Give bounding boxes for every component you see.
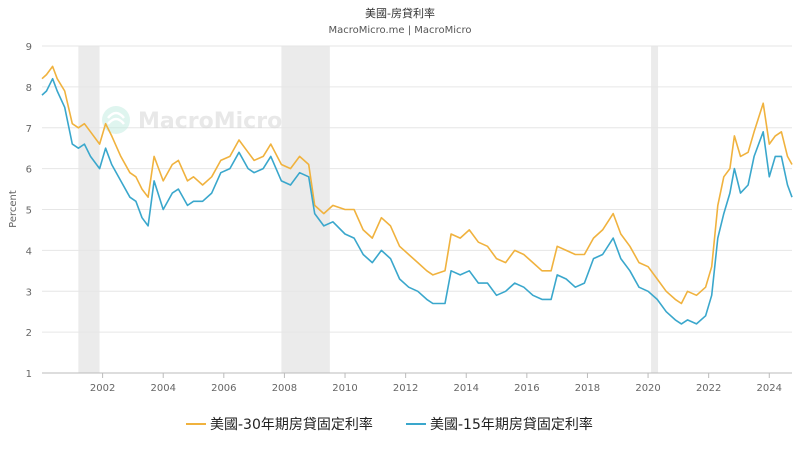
y-tick-label-2: 2: [26, 328, 32, 339]
x-tick-label-2022: 2022: [696, 383, 721, 394]
x-tick-label-2020: 2020: [635, 383, 660, 394]
x-tick-label-2006: 2006: [211, 383, 236, 394]
x-tick-label-2008: 2008: [272, 383, 297, 394]
legend-label-15yr: 美國-15年期房貸固定利率: [430, 416, 593, 433]
x-tick-label-2014: 2014: [454, 383, 479, 394]
x-tick-label-2004: 2004: [150, 383, 175, 394]
x-tick-label-2012: 2012: [393, 383, 418, 394]
chart-title: 美國-房貸利率: [365, 6, 435, 20]
y-tick-label-8: 8: [26, 83, 32, 94]
x-tick-label-2002: 2002: [90, 383, 115, 394]
y-tick-label-4: 4: [26, 246, 32, 257]
grid-lines: [42, 45, 792, 374]
x-axis: 2002 2004 2006 2008 2010 2012 2014 2016 2018 2020…: [90, 373, 782, 394]
x-tick-label-2018: 2018: [575, 383, 600, 394]
y-axis: 1 2 3 4 5 6 7 8 9: [26, 42, 32, 380]
legend: 美國-30年期房貸固定利率 美國-15年期房貸固定利率: [186, 416, 593, 433]
legend-item-30yr[interactable]: 美國-30年期房貸固定利率: [186, 416, 373, 433]
watermark-logo-icon: [102, 106, 130, 134]
y-tick-label-1: 1: [26, 369, 32, 380]
series-line-30yr: [41, 65, 793, 305]
chart-subtitle: MacroMicro.me | MacroMicro: [329, 25, 472, 36]
y-tick-label-6: 6: [26, 165, 32, 176]
y-tick-label-3: 3: [26, 287, 32, 298]
watermark: MacroMicro: [102, 106, 282, 134]
series-line-15yr: [41, 77, 793, 325]
y-axis-label: Percent: [8, 190, 19, 228]
x-tick-label-2016: 2016: [514, 383, 539, 394]
y-tick-label-9: 9: [26, 42, 32, 53]
legend-label-30yr: 美國-30年期房貸固定利率: [210, 416, 373, 433]
x-tick-label-2024: 2024: [757, 383, 782, 394]
y-tick-label-5: 5: [26, 206, 32, 217]
series-lines: [41, 65, 793, 325]
x-tick-label-2010: 2010: [332, 383, 357, 394]
legend-item-15yr[interactable]: 美國-15年期房貸固定利率: [406, 416, 593, 433]
y-tick-label-7: 7: [26, 124, 32, 135]
watermark-text: MacroMicro: [138, 109, 282, 134]
